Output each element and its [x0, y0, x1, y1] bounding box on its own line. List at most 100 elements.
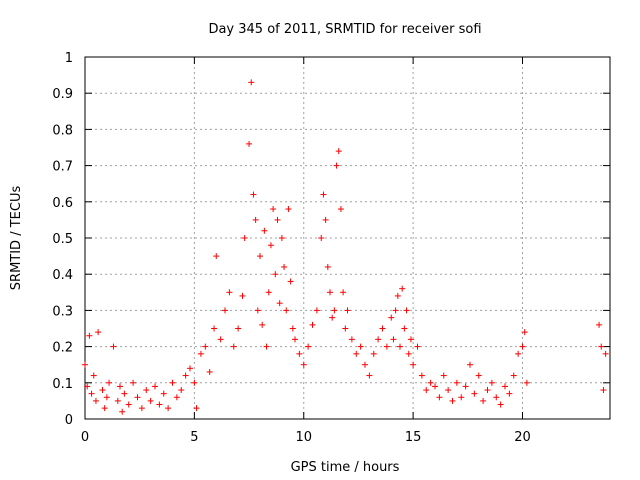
data-point — [488, 379, 495, 386]
data-point — [440, 372, 447, 379]
data-point — [392, 307, 399, 314]
x-tick-label: 20 — [514, 430, 531, 445]
data-point — [388, 314, 395, 321]
data-point — [187, 365, 193, 372]
x-axis-ticks: 0 5 10 15 20 — [81, 57, 531, 445]
y-axis-label: SRMTID / TECUs — [9, 186, 24, 291]
data-point — [445, 387, 452, 394]
x-tick-label: 5 — [190, 430, 198, 445]
y-tick-label: 0.5 — [52, 232, 73, 247]
data-point — [110, 343, 117, 350]
y-axis-ticks: 0 0.1 0.2 0.3 0.4 0.5 0.6 0.7 0.8 0.9 1 — [52, 51, 610, 428]
data-point — [211, 325, 218, 332]
data-point — [510, 372, 517, 379]
data-point — [331, 307, 338, 314]
data-point — [169, 379, 176, 386]
data-point — [375, 336, 382, 343]
data-point — [197, 350, 204, 357]
data-point — [270, 206, 277, 213]
data-point — [379, 325, 386, 332]
data-point — [138, 405, 145, 412]
x-axis-label: GPS time / hours — [291, 460, 400, 475]
x-tick-label: 15 — [405, 430, 422, 445]
data-point — [261, 227, 268, 234]
data-point — [493, 394, 500, 401]
data-point — [436, 394, 443, 401]
data-point — [156, 401, 163, 408]
data-point — [366, 372, 373, 379]
data-point — [143, 387, 150, 394]
data-point — [217, 336, 224, 343]
data-point — [300, 361, 307, 368]
data-point — [178, 387, 185, 394]
data-point — [405, 350, 412, 357]
y-tick-label: 0.2 — [52, 341, 73, 356]
data-point — [283, 307, 290, 314]
data-point — [99, 387, 106, 394]
data-point — [449, 397, 456, 404]
data-point — [88, 390, 95, 397]
data-point — [173, 394, 180, 401]
data-point — [130, 379, 137, 386]
data-point — [353, 350, 360, 357]
data-point — [370, 350, 377, 357]
data-point — [410, 361, 417, 368]
y-tick-label: 1 — [65, 51, 73, 66]
data-point — [296, 350, 303, 357]
y-tick-label: 0.7 — [52, 160, 73, 175]
y-tick-label: 0.6 — [52, 196, 73, 211]
data-point — [427, 379, 434, 386]
data-point — [407, 336, 414, 343]
data-point — [285, 206, 292, 213]
data-point — [337, 206, 344, 213]
y-tick-label: 0.4 — [52, 268, 73, 283]
data-point — [274, 216, 281, 223]
data-point — [453, 379, 460, 386]
data-point — [484, 387, 491, 394]
data-point — [90, 372, 97, 379]
grid-lines — [85, 57, 610, 419]
data-point — [267, 242, 274, 249]
data-point — [357, 343, 364, 350]
data-point — [318, 235, 325, 241]
chart-title: Day 345 of 2011, SRMTID for receiver sof… — [208, 22, 481, 37]
data-point — [515, 350, 522, 357]
data-point — [519, 343, 526, 350]
data-point — [305, 343, 312, 350]
data-point — [278, 235, 285, 241]
data-point — [272, 271, 279, 278]
data-point — [276, 300, 283, 307]
data-point — [390, 336, 397, 343]
data-point — [252, 216, 259, 223]
data-point — [432, 383, 438, 390]
data-point — [344, 307, 351, 314]
data-point — [125, 401, 132, 408]
data-point — [193, 405, 200, 412]
data-point — [250, 191, 257, 198]
data-point — [403, 307, 410, 314]
data-point — [259, 321, 266, 328]
data-point — [383, 343, 390, 350]
data-point — [348, 336, 355, 343]
data-point — [423, 387, 430, 394]
y-tick-label: 0.1 — [52, 377, 73, 392]
data-point — [399, 285, 406, 292]
data-point — [462, 383, 469, 390]
data-point — [289, 325, 296, 332]
data-point — [263, 343, 270, 350]
data-point — [119, 408, 126, 415]
data-point — [362, 361, 368, 368]
data-point — [521, 329, 528, 336]
data-point — [84, 383, 91, 390]
data-point — [327, 289, 333, 296]
data-point — [502, 383, 508, 390]
data-point — [313, 307, 320, 314]
data-point — [333, 162, 340, 169]
data-point — [414, 343, 421, 350]
data-point — [226, 289, 233, 296]
data-point — [235, 325, 242, 332]
data-point — [340, 289, 347, 296]
data-point — [147, 397, 154, 404]
data-point — [324, 263, 331, 270]
data-point — [497, 401, 504, 408]
